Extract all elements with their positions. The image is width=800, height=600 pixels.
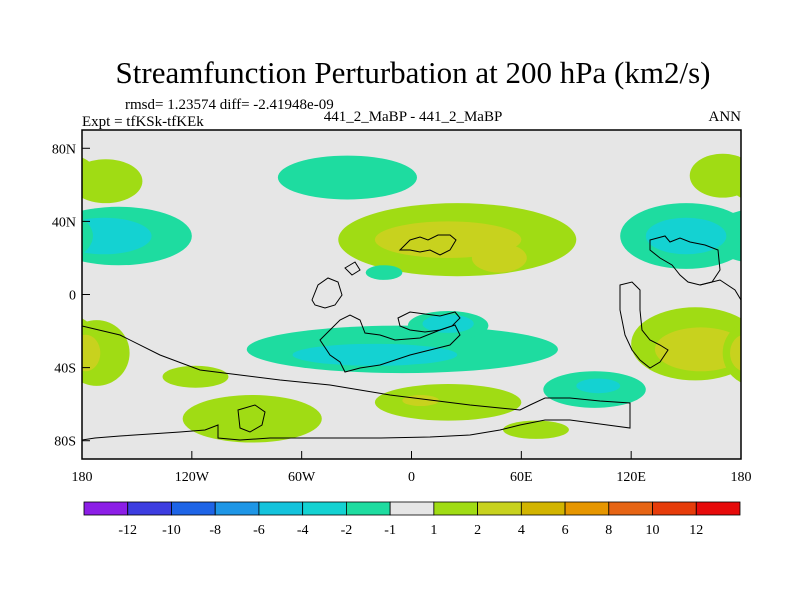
colorbar-label: -10	[162, 523, 181, 538]
colorbar-label: 2	[474, 523, 481, 538]
contour-region	[576, 378, 621, 394]
colorbar-swatch	[564, 501, 610, 516]
x-tick-label: 180	[72, 470, 93, 485]
coastlines	[82, 234, 741, 441]
x-tick-label: 60W	[288, 470, 316, 485]
contour-region	[471, 243, 527, 273]
colorbar	[83, 501, 741, 516]
coast-islands-west	[344, 261, 361, 276]
colorbar-swatch	[214, 501, 260, 516]
contour-region	[277, 155, 417, 200]
colorbar-swatch	[127, 501, 172, 516]
colorbar-swatch	[433, 501, 479, 516]
colorbar-label: 10	[646, 523, 660, 538]
colorbar-swatch	[608, 501, 653, 516]
colorbar-label: -2	[341, 523, 353, 538]
colorbar-swatch	[302, 501, 347, 516]
y-tick-label: 80N	[52, 142, 76, 157]
coast-south-america	[319, 314, 461, 373]
y-tick-label: 80S	[54, 435, 76, 450]
colorbar-label: -12	[118, 523, 137, 538]
contour-region	[82, 217, 152, 255]
x-tick-label: 60E	[510, 470, 533, 485]
colorbar-swatch	[520, 501, 566, 516]
y-tick: 80S	[54, 435, 90, 450]
colorbar-label: 6	[562, 523, 569, 538]
contour-field	[82, 153, 741, 443]
colorbar-swatch	[652, 501, 697, 516]
contour-region	[689, 153, 741, 198]
y-tick: 40S	[54, 362, 90, 377]
colorbar-labels: -12 -10 -8 -6 -4 -2 -1 1 2 4 6 8 10 12	[118, 523, 703, 538]
contour-region	[82, 320, 130, 386]
coast-alaska	[311, 277, 343, 309]
y-tick-label: 0	[69, 289, 76, 304]
colorbar-swatch	[258, 501, 304, 516]
contour-region	[422, 314, 474, 333]
colorbar-swatch	[171, 501, 216, 516]
coast-north-america	[398, 234, 457, 256]
colorbar-label: 4	[518, 523, 525, 538]
colorbar-swatch	[477, 501, 522, 516]
y-tick-label: 40N	[52, 215, 76, 230]
experiment-label: Expt = tfKSk-tfKEk	[82, 114, 204, 130]
colorbar-label: -6	[253, 523, 265, 538]
colorbar-swatch	[345, 501, 391, 516]
colorbar-swatch	[695, 501, 741, 516]
y-tick: 40N	[52, 215, 90, 230]
season-label: ANN	[709, 109, 742, 125]
x-tick: 0	[408, 451, 415, 485]
x-tick: 120E	[616, 451, 646, 485]
coast-southern-land	[237, 404, 266, 433]
x-tick-label: 0	[408, 470, 415, 485]
colorbar-label: 12	[689, 523, 703, 538]
y-axis: 80N 40N 0 40S 80S	[52, 142, 90, 450]
contour-region	[730, 335, 741, 371]
coast-antarctica	[82, 325, 631, 441]
colorbar-label: -1	[384, 523, 396, 538]
colorbar-label: 1	[430, 523, 437, 538]
contour-region	[82, 334, 101, 372]
colorbar-swatch	[389, 501, 435, 516]
colorbar-label: -4	[297, 523, 309, 538]
x-tick: 120W	[175, 451, 210, 485]
x-tick: 180	[731, 451, 752, 485]
y-tick: 80N	[52, 142, 90, 157]
y-tick: 0	[69, 289, 90, 304]
case-label: 441_2_MaBP - 441_2_MaBP	[324, 109, 503, 125]
colorbar-swatch	[83, 501, 129, 516]
coast-africa	[397, 311, 461, 333]
x-tick-label: 120E	[616, 470, 646, 485]
contour-region	[365, 265, 403, 280]
x-axis: 180 120W 60W 0 60E 120E 180	[72, 451, 752, 485]
contour-region	[292, 343, 458, 366]
contour-region	[82, 157, 97, 194]
contour-region	[503, 420, 569, 439]
contour-region	[82, 217, 93, 255]
x-tick: 180	[72, 451, 93, 485]
contour-region	[654, 327, 741, 372]
coast-east-asia	[649, 235, 721, 286]
rmsd-label: rmsd= 1.23574 diff= -2.41948e-09	[125, 97, 334, 113]
contour-region	[82, 159, 143, 204]
coast-asia	[619, 281, 669, 369]
x-tick-label: 120W	[175, 470, 210, 485]
contour-region	[162, 365, 229, 388]
chart-title: Streamfunction Perturbation at 200 hPa (…	[116, 55, 711, 90]
x-tick-label: 180	[731, 470, 752, 485]
coast-australia-east	[699, 279, 741, 301]
colorbar-label: 8	[605, 523, 612, 538]
colorbar-label: -8	[209, 523, 221, 538]
y-tick-label: 40S	[54, 362, 76, 377]
contour-region	[182, 395, 322, 443]
x-tick: 60W	[288, 451, 316, 485]
x-tick: 60E	[510, 451, 533, 485]
